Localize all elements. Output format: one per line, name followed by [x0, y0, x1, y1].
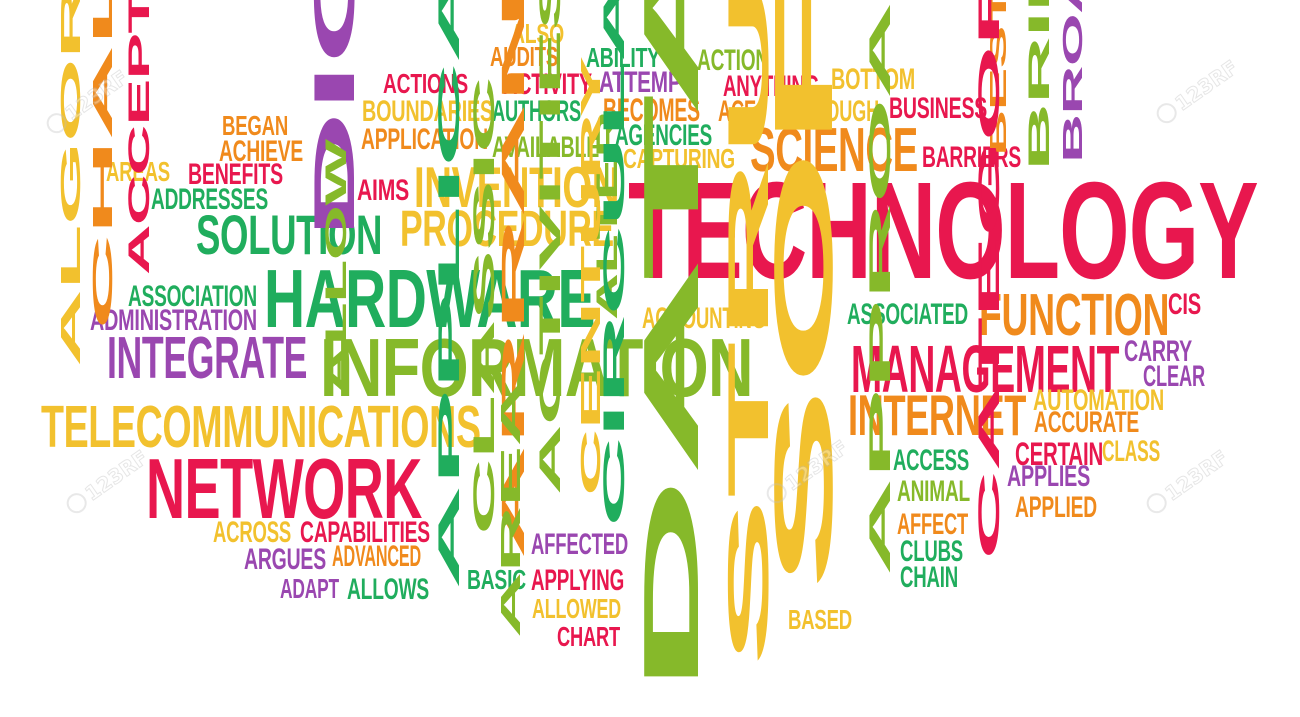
watermark-text: 123RF: [1170, 55, 1243, 116]
word-database: DATABASE: [627, 0, 715, 697]
word-activity: ACTIVITY: [503, 68, 592, 101]
word-circulation: CIRCULATION: [598, 0, 631, 528]
word-areas: AREAS: [106, 156, 170, 187]
word-clubs: CLUBS: [900, 535, 964, 568]
word-integrate: INTEGRATE: [107, 324, 308, 391]
word-bottom: BOTTOM: [831, 63, 916, 96]
word-also: ALSO: [511, 18, 565, 49]
word-across: ACROSS: [213, 516, 292, 549]
word-based: BASED: [788, 604, 852, 635]
word-information: INFORMATION: [320, 321, 754, 414]
word-chain: CHAIN: [900, 561, 959, 594]
word-technology: TECHNOLOGY: [628, 154, 1259, 308]
word-attempt: ATTEMPT: [599, 66, 694, 99]
word-available: AVAILABLE: [492, 131, 600, 164]
word-applications: APPLICATIONS: [433, 0, 466, 590]
word-adapt: ADAPT: [280, 573, 340, 604]
word-bridges: BRIDGES: [1023, 0, 1056, 171]
word-network: NETWORK: [146, 442, 422, 537]
word-argues: ARGUES: [244, 543, 326, 576]
word-allows: ALLOWS: [347, 573, 429, 606]
word-action: ACTION: [697, 44, 769, 77]
word-procedure: PROCEDURE: [400, 200, 614, 257]
word-structured: STRUCTURED: [717, 0, 781, 668]
watermark-text: 123RF: [1160, 445, 1233, 506]
word-affected: AFFECTED: [531, 528, 629, 561]
word-barriers: BARRIERS: [922, 141, 1021, 174]
word-anything: ANYTHING: [723, 70, 820, 103]
word-benefits: BENEFITS: [188, 158, 283, 191]
word-business: BUSINESS: [889, 92, 988, 125]
word-application: APPLICATION: [361, 123, 488, 156]
word-addresses: ADDRESSES: [151, 183, 268, 216]
word-applies: APPLIES: [1007, 460, 1091, 493]
word-allow: ALLOW: [320, 139, 353, 396]
word-agencies: AGENCIES: [615, 119, 713, 152]
camera-lens-icon: [62, 489, 91, 518]
word-automation: AUTOMATION: [1033, 384, 1165, 417]
word-advanced: ADVANCED: [332, 540, 421, 573]
word-began: BEGAN: [222, 110, 289, 141]
word-hardware: HARDWARE: [264, 252, 595, 345]
word-basic: BASIC: [467, 564, 526, 595]
camera-lens-icon: [1152, 99, 1181, 128]
word-management: MANAGEMENT: [851, 333, 1120, 407]
word-ace: ACE: [718, 95, 757, 128]
word-accounting: ACCOUNTING: [642, 302, 766, 335]
word-capturing: CAPTURING: [623, 143, 735, 174]
word-cis: CIS: [1168, 288, 1201, 321]
word-challenge: CHALLENGE: [87, 0, 118, 330]
word-broad: BROAD: [1057, 0, 1088, 164]
word-chart: CHART: [557, 621, 621, 652]
word-ability: ABILITY: [586, 42, 660, 73]
word-applied: APPLIED: [1015, 491, 1097, 524]
word-associated: ASSOCIATED: [847, 298, 968, 331]
word-telecommunications: TELECOMMUNICATIONS: [41, 393, 481, 460]
word-clear: CLEAR: [1143, 360, 1205, 393]
word-internet: INTERNET: [848, 384, 1026, 448]
word-accurate: ACCURATE: [1034, 406, 1140, 439]
word-class: CLASS: [1102, 435, 1160, 468]
word-although: ALTHOUGH: [779, 95, 880, 128]
word-administration: ADMINISTRATION: [90, 304, 257, 337]
word-approaches: APPROACHES: [864, 0, 897, 576]
word-carry: CARRY: [1124, 335, 1193, 368]
word-science: SCIENCE: [750, 116, 918, 185]
word-boundaries: BOUNDARIES: [362, 95, 494, 128]
word-affect: AFFECT: [897, 508, 969, 541]
word-actions: ACTIONS: [383, 68, 468, 99]
word-activities: ACTIVITIES: [534, 0, 567, 496]
word-categories: CATEGORIES: [973, 0, 1006, 560]
word-allowed: ALLOWED: [532, 593, 621, 624]
word-audits: AUDITS: [490, 41, 559, 72]
word-area: AREA: [495, 380, 526, 638]
word-animal: ANIMAL: [897, 475, 971, 508]
word-algorithmic: ALGORITHMIC: [55, 0, 86, 367]
word-achieve: ACHIEVE: [219, 135, 303, 168]
word-aims: AIMS: [357, 174, 409, 207]
word-association: ASSOCIATION: [128, 280, 257, 313]
word-function: FUNCTION: [979, 281, 1170, 348]
word-certain: CERTAIN: [1015, 436, 1104, 472]
word-authors: AUTHORS: [492, 95, 582, 128]
word-becomes: BECOMES: [603, 92, 700, 128]
word-solution: SOLUTION: [196, 204, 383, 266]
word-capabilities: CAPABILITIES: [300, 516, 430, 549]
word-applying: APPLYING: [531, 564, 625, 597]
watermark-logo: 123RF: [1152, 55, 1243, 128]
word-accept: ACCEPT: [123, 0, 156, 276]
word-access: ACCESS: [893, 444, 970, 477]
camera-lens-icon: [1142, 489, 1171, 518]
word-invention: INVENTION: [414, 156, 620, 220]
